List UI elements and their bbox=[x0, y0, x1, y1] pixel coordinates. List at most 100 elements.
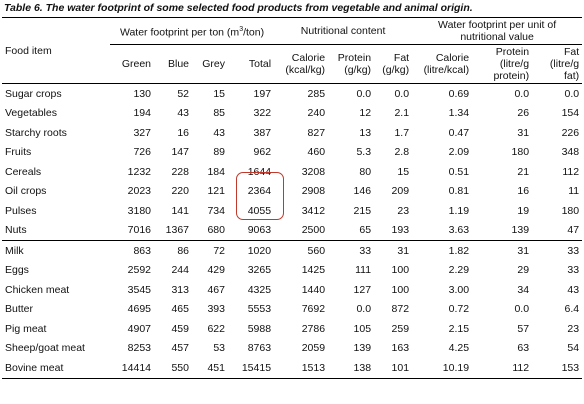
cell-blue: 465 bbox=[171, 303, 189, 316]
cell-calorie: 1425 bbox=[301, 264, 326, 277]
cell-blue: 141 bbox=[171, 204, 189, 217]
table-row: Eggs 2592 244 429 3265 1425 111 100 2.29 29 33 bbox=[2, 261, 582, 281]
cell-blue: 457 bbox=[171, 342, 189, 355]
cell-calorie-per-unit: 0.47 bbox=[448, 126, 470, 139]
cell-protein-per-unit: 26 bbox=[517, 107, 530, 120]
cell-green: 3180 bbox=[127, 204, 151, 217]
cell-grey: 121 bbox=[207, 185, 225, 198]
cell-green: 1232 bbox=[127, 165, 151, 178]
cell-fat: 163 bbox=[391, 342, 410, 355]
cell-blue: 16 bbox=[177, 126, 189, 139]
header-fat-per-unit: Fat (litre/g fat) bbox=[549, 46, 580, 82]
cell-food-item: Sugar crops bbox=[2, 83, 110, 104]
cell-protein: 0.0 bbox=[356, 303, 372, 316]
cell-fat-per-unit: 0.0 bbox=[532, 83, 583, 104]
cell-food-item: Fruits bbox=[5, 146, 32, 159]
table-row: Nuts 7016 1367 680 9063 2500 65 193 3.63 139 47 bbox=[2, 221, 582, 241]
table-row: Chicken meat 3545 313 467 4325 1440 127 100 3.00… bbox=[2, 280, 582, 300]
header-calorie-per-unit: Calorie (litre/kcal) bbox=[423, 52, 470, 76]
cell-grey: 85 bbox=[213, 107, 225, 120]
cell-fat-per-unit: 180 bbox=[561, 204, 580, 217]
cell-protein-per-unit: 63 bbox=[517, 342, 530, 355]
cell-calorie-per-unit: 4.25 bbox=[448, 342, 470, 355]
header-grey: Grey bbox=[202, 58, 225, 70]
cell-protein: 138 bbox=[328, 358, 375, 379]
water-footprint-table: Food item Water footprint per ton (m3/to… bbox=[2, 17, 583, 379]
cell-fat-per-unit: 348 bbox=[561, 146, 580, 159]
cell-calorie: 1513 bbox=[274, 358, 329, 379]
cell-fat: 100 bbox=[391, 264, 410, 277]
cell-calorie: 2500 bbox=[301, 224, 326, 237]
cell-protein: 13 bbox=[359, 126, 372, 139]
cell-fat: 100 bbox=[391, 283, 410, 296]
cell-food-item: Pulses bbox=[5, 204, 37, 217]
cell-food-item: Milk bbox=[2, 240, 110, 261]
cell-total: 2364 bbox=[247, 185, 272, 198]
cell-green: 3545 bbox=[127, 283, 151, 296]
cell-protein: 80 bbox=[359, 165, 372, 178]
header-food-item: Food item bbox=[5, 44, 52, 57]
header-protein-per-unit: Protein (litre/g protein) bbox=[493, 46, 530, 82]
cell-protein-per-unit: 112 bbox=[472, 358, 533, 379]
cell-blue: 228 bbox=[171, 165, 189, 178]
cell-protein-per-unit: 34 bbox=[517, 283, 530, 296]
cell-grey: 72 bbox=[192, 240, 228, 261]
cell-calorie: 240 bbox=[307, 107, 326, 120]
cell-fat-per-unit: 226 bbox=[561, 126, 580, 139]
cell-protein: 5.3 bbox=[356, 146, 372, 159]
cell-food-item: Oil crops bbox=[5, 185, 47, 198]
cell-calorie-per-unit: 0.69 bbox=[412, 83, 473, 104]
cell-protein: 105 bbox=[353, 322, 372, 335]
cell-fat: 209 bbox=[391, 185, 410, 198]
cell-fat-per-unit: 33 bbox=[567, 264, 580, 277]
header-fat: Fat (g/kg) bbox=[382, 52, 410, 76]
cell-fat: 0.0 bbox=[374, 83, 413, 104]
cell-protein-per-unit: 0.0 bbox=[472, 83, 533, 104]
cell-total: 962 bbox=[253, 146, 272, 159]
cell-fat-per-unit: 54 bbox=[567, 342, 580, 355]
cell-grey: 622 bbox=[207, 322, 225, 335]
table-row: Milk 863 86 72 1020 560 33 31 1.82 31 33 bbox=[2, 240, 583, 261]
cell-food-item: Sheep/goat meat bbox=[5, 342, 85, 355]
table-caption: Table 6. The water footprint of some sel… bbox=[4, 2, 473, 14]
table-row: Pulses 3180 141 734 4055 3412 215 23 1.19 19 180 bbox=[2, 201, 582, 221]
cell-blue: 244 bbox=[171, 264, 189, 277]
cell-food-item: Vegetables bbox=[5, 107, 57, 120]
cell-total: 15415 bbox=[228, 358, 275, 379]
cell-grey: 680 bbox=[207, 224, 225, 237]
cell-calorie-per-unit: 2.15 bbox=[448, 322, 470, 335]
cell-total: 3265 bbox=[247, 264, 272, 277]
cell-total: 9063 bbox=[247, 224, 272, 237]
cell-blue: 550 bbox=[154, 358, 192, 379]
cell-grey: 393 bbox=[207, 303, 225, 316]
header-total: Total bbox=[248, 58, 272, 70]
table-body: Sugar crops 130 52 15 197 285 0.0 0.0 0.69 0.0 0.0… bbox=[2, 83, 583, 379]
cell-grey: 43 bbox=[213, 126, 225, 139]
table-row: Starchy roots 327 16 43 387 827 13 1.7 0.47 31 226 bbox=[2, 123, 582, 143]
cell-fat: 872 bbox=[391, 303, 410, 316]
cell-food-item: Cereals bbox=[5, 165, 42, 178]
cell-total: 4325 bbox=[247, 283, 272, 296]
cell-protein-per-unit: 180 bbox=[511, 146, 530, 159]
header-group-footprint-per-unit: Water footprint per unit of nutritional … bbox=[412, 17, 583, 45]
cell-calorie-per-unit: 1.34 bbox=[448, 107, 470, 120]
cell-total: 197 bbox=[228, 83, 275, 104]
cell-food-item: Starchy roots bbox=[5, 126, 67, 139]
cell-food-item: Eggs bbox=[5, 264, 29, 277]
cell-grey: 89 bbox=[213, 146, 225, 159]
cell-calorie: 7692 bbox=[301, 303, 326, 316]
cell-grey: 184 bbox=[207, 165, 225, 178]
cell-food-item: Bovine meat bbox=[2, 358, 110, 379]
cell-grey: 15 bbox=[192, 83, 228, 104]
cell-fat-per-unit: 43 bbox=[567, 283, 580, 296]
cell-fat-per-unit: 33 bbox=[532, 240, 583, 261]
cell-calorie: 1440 bbox=[301, 283, 326, 296]
cell-fat-per-unit: 47 bbox=[567, 224, 580, 237]
cell-green: 194 bbox=[133, 107, 151, 120]
table-row: Sheep/goat meat 8253 457 53 8763 2059 139 163 4.… bbox=[2, 339, 582, 359]
cell-total: 1644 bbox=[247, 165, 272, 178]
header-group-nutritional-content: Nutritional content bbox=[274, 17, 413, 45]
cell-fat: 1.7 bbox=[394, 126, 410, 139]
cell-fat: 15 bbox=[397, 165, 410, 178]
cell-fat-per-unit: 112 bbox=[562, 165, 580, 178]
